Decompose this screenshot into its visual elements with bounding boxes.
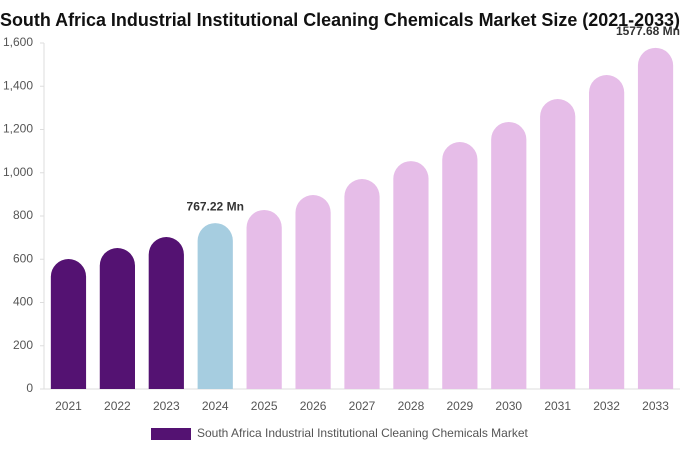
x-tick-label: 2024 — [202, 399, 229, 413]
x-tick-label: 2023 — [153, 399, 180, 413]
chart-title: South Africa Industrial Institutional Cl… — [0, 10, 680, 30]
bar — [148, 236, 184, 389]
y-tick-label: 1,200 — [3, 122, 33, 136]
data-label: 767.22 Mn — [187, 199, 244, 213]
y-tick-label: 600 — [13, 251, 33, 265]
y-tick-label: 1,000 — [3, 165, 33, 179]
x-tick-label: 2028 — [398, 399, 425, 413]
bar — [491, 121, 527, 390]
x-tick-label: 2021 — [55, 399, 82, 413]
x-tick-label: 2027 — [349, 399, 376, 413]
bar — [246, 209, 282, 389]
bar — [99, 248, 135, 389]
bar — [50, 259, 87, 389]
x-tick-label: 2026 — [300, 399, 327, 413]
x-tick-label: 2029 — [446, 399, 473, 413]
y-tick-label: 200 — [13, 338, 33, 352]
bar — [344, 179, 380, 389]
y-tick-label: 1,600 — [3, 35, 33, 49]
x-tick-label: 2032 — [593, 399, 620, 413]
x-tick-label: 2033 — [642, 399, 669, 413]
bar — [295, 195, 331, 389]
bar — [540, 99, 576, 389]
x-tick-label: 2022 — [104, 399, 131, 413]
y-tick-label: 400 — [13, 295, 33, 309]
x-tick-label: 2031 — [544, 399, 571, 413]
y-tick-label: 0 — [26, 381, 33, 395]
bar — [442, 142, 478, 389]
y-tick-label: 800 — [13, 208, 33, 222]
x-tick-label: 2030 — [495, 399, 522, 413]
bar — [637, 47, 674, 389]
legend-label: South Africa Industrial Institutional Cl… — [197, 426, 528, 440]
data-label: 1577.68 Mn — [616, 24, 680, 38]
bar — [589, 75, 625, 389]
legend-swatch — [151, 428, 191, 440]
x-tick-label: 2025 — [251, 399, 278, 413]
y-tick-label: 1,400 — [3, 78, 33, 92]
bar — [197, 223, 233, 389]
bar — [393, 161, 429, 389]
